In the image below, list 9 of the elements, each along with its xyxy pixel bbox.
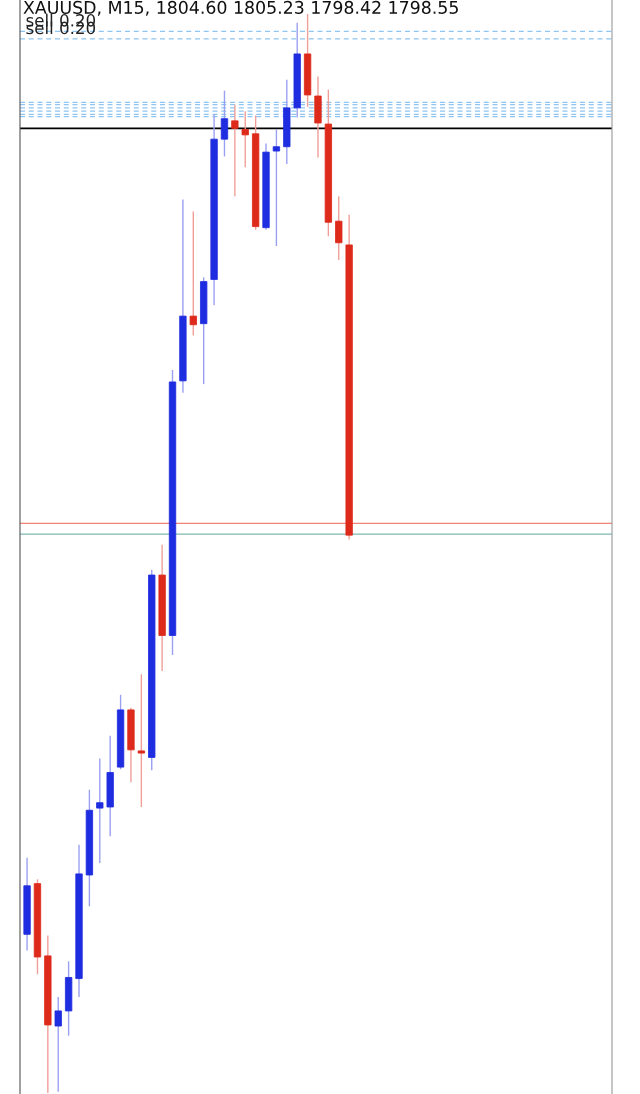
candlestick	[54, 996, 62, 1093]
candlestick	[272, 128, 281, 247]
candlestick	[335, 195, 343, 261]
candlestick	[96, 757, 104, 864]
candlestick	[220, 89, 229, 158]
candlestick	[189, 210, 197, 337]
candlestick	[137, 673, 145, 808]
candlestick	[231, 103, 239, 198]
candlestick	[241, 110, 249, 168]
